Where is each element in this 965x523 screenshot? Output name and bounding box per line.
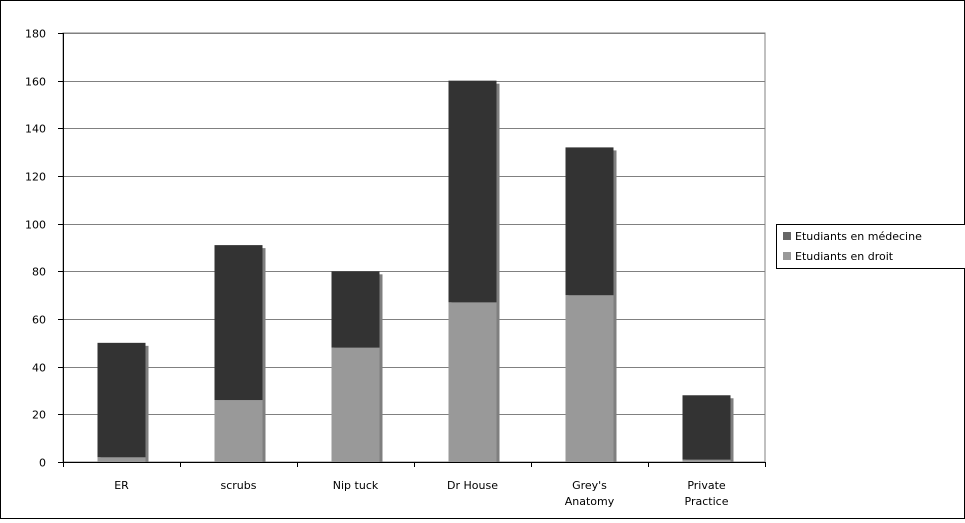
bar-segment	[332, 348, 380, 462]
bar-segment	[566, 147, 614, 295]
bar-segment	[98, 343, 146, 457]
y-tick-label: 80	[32, 266, 46, 279]
bar-segment	[215, 400, 263, 462]
bar-segment	[98, 457, 146, 462]
legend-swatch	[783, 252, 791, 260]
x-tick-label: Private	[687, 479, 726, 492]
x-tick-label: Grey's	[572, 479, 607, 492]
x-tick-label: Nip tuck	[333, 479, 379, 492]
x-tick-label: ER	[114, 479, 129, 492]
y-tick-label: 0	[39, 457, 46, 470]
x-tick-label: scrubs	[221, 479, 257, 492]
legend: Etudiants en médecine Etudiants en droit	[777, 225, 965, 269]
y-tick-label: 160	[25, 76, 46, 89]
legend-label: Etudiants en médecine	[795, 230, 922, 243]
x-tick-label: Practice	[685, 495, 729, 508]
bar-segment	[683, 460, 731, 462]
bar-segment	[449, 302, 497, 462]
y-tick-label: 100	[25, 219, 46, 232]
y-tick-label: 120	[25, 171, 46, 184]
bar-segment	[683, 395, 731, 459]
legend-label: Etudiants en droit	[795, 250, 894, 263]
y-tick-label: 40	[32, 362, 46, 375]
y-tick-label: 140	[25, 123, 46, 136]
y-tick-label: 180	[25, 28, 46, 41]
y-tick-label: 60	[32, 314, 46, 327]
bar-segment	[566, 295, 614, 462]
bar-segment	[215, 245, 263, 400]
bar-segment	[332, 271, 380, 347]
bar-segment	[449, 81, 497, 303]
x-tick-label: Anatomy	[565, 495, 615, 508]
legend-swatch	[783, 232, 791, 240]
x-tick-label: Dr House	[447, 479, 498, 492]
y-tick-label: 20	[32, 409, 46, 422]
